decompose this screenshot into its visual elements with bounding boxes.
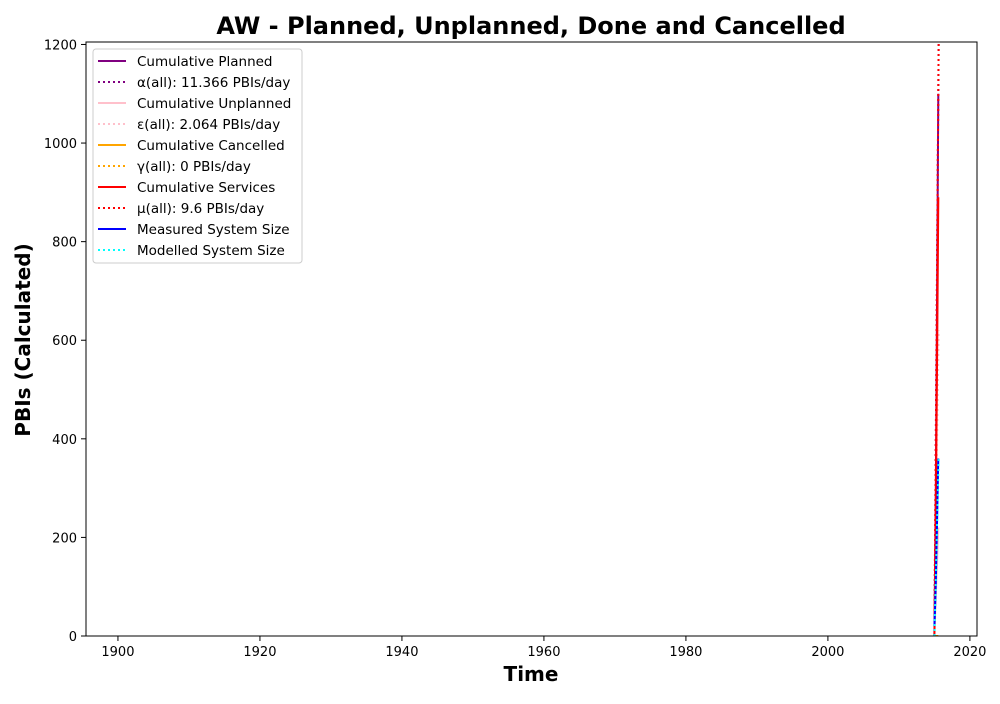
y-tick-label: 800 xyxy=(52,236,77,251)
y-tick-label: 1000 xyxy=(44,137,77,152)
y-tick-label: 200 xyxy=(52,531,77,546)
series-line-8 xyxy=(933,42,940,636)
x-axis-label: Time xyxy=(504,662,559,686)
legend-label: γ(all): 0 PBIs/day xyxy=(137,159,251,175)
legend-label: ε(all): 2.064 PBIs/day xyxy=(137,117,280,133)
legend-box xyxy=(92,48,303,264)
legend-label: Measured System Size xyxy=(137,222,290,238)
x-tick-label: 1940 xyxy=(385,645,418,660)
legend-label: Cumulative Cancelled xyxy=(137,138,285,154)
y-axis-label: PBIs (Calculated) xyxy=(11,243,35,436)
x-tick-label: 1920 xyxy=(243,645,276,660)
chart-title: AW - Planned, Unplanned, Done and Cancel… xyxy=(216,12,845,40)
y-tick-label: 600 xyxy=(52,334,77,349)
plot-area xyxy=(933,42,940,636)
y-tick-label: 400 xyxy=(52,433,77,448)
legend-label: Modelled System Size xyxy=(137,243,285,259)
legend: Cumulative Planned α(all): 11.366 PBIs/da… xyxy=(92,48,303,264)
legend-label: Cumulative Unplanned xyxy=(137,96,291,112)
series-line-9 xyxy=(933,458,940,627)
legend-label: Cumulative Services xyxy=(137,180,275,196)
x-tick-label: 1980 xyxy=(669,645,702,660)
y-tick-label: 0 xyxy=(69,630,77,645)
plot-frame xyxy=(85,41,978,637)
x-tick-label: 1960 xyxy=(527,645,560,660)
x-tick-label: 2020 xyxy=(953,645,986,660)
x-tick-label: 2000 xyxy=(811,645,844,660)
x-tick-label: 1900 xyxy=(101,645,134,660)
y-tick-label: 1200 xyxy=(44,38,77,53)
axes: 1900 1920 1940 1960 1980 2000 2020 0 200 400 600 80… xyxy=(44,38,987,660)
legend-label: α(all): 11.366 PBIs/day xyxy=(137,75,290,91)
legend-label: μ(all): 9.6 PBIs/day xyxy=(137,201,264,217)
legend-label: Cumulative Planned xyxy=(137,54,273,70)
